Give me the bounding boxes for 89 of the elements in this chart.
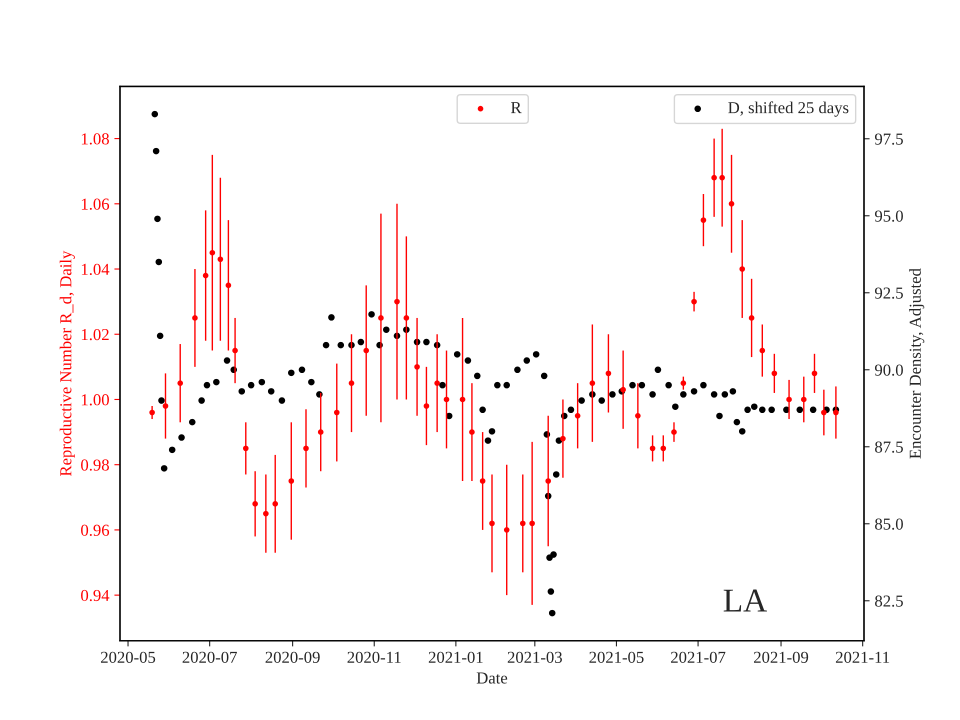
y-tick-label: 1.02	[82, 328, 109, 340]
y-tick-label: 0.94	[81, 590, 110, 602]
point	[177, 380, 183, 386]
point	[748, 315, 754, 321]
x-tick-label: 2020-09	[266, 652, 320, 663]
point	[529, 520, 535, 526]
y-tick-label: 0.96	[81, 524, 110, 536]
point	[520, 520, 526, 526]
point	[469, 429, 475, 435]
point	[444, 396, 450, 402]
point	[772, 370, 778, 376]
point	[210, 250, 216, 256]
point	[760, 348, 766, 354]
x-tick-label: 2020-11	[348, 652, 401, 663]
point	[574, 413, 580, 419]
x-tick-label: 2021-01	[428, 652, 483, 663]
point	[801, 396, 807, 402]
point	[460, 396, 466, 402]
legend-label: R	[511, 102, 522, 114]
y-tick-label: 1.00	[82, 394, 109, 406]
point	[192, 315, 198, 321]
x-tick-label: 2020-07	[182, 652, 237, 663]
point	[833, 410, 839, 416]
point	[480, 478, 486, 484]
point	[786, 396, 792, 402]
y2-tick-label: 82.5	[875, 595, 903, 607]
point	[434, 380, 440, 386]
y2-tick-label: 95.0	[874, 210, 903, 222]
point	[252, 501, 258, 507]
point	[590, 380, 596, 386]
point	[303, 446, 309, 452]
point	[149, 410, 155, 416]
point	[739, 266, 746, 272]
y-tick-label: 1.08	[82, 133, 109, 145]
x-tick-label: 2020-05	[100, 652, 156, 663]
point	[504, 527, 510, 533]
y2-tick-label: 87.5	[875, 441, 903, 453]
point	[263, 510, 269, 516]
x-tick-label: 2021-11	[836, 652, 890, 663]
point	[821, 410, 827, 416]
point	[318, 429, 324, 435]
point	[545, 478, 551, 484]
point	[711, 174, 717, 180]
y-tick-label: 1.04	[82, 264, 110, 276]
point	[226, 282, 232, 288]
point	[348, 380, 354, 386]
point	[560, 436, 566, 442]
point	[489, 520, 495, 526]
x-tick-label: 2021-07	[671, 652, 726, 663]
point	[424, 403, 430, 409]
annotation: LA	[724, 590, 767, 612]
point	[691, 298, 697, 304]
point	[680, 380, 686, 386]
point	[635, 413, 641, 419]
y2-tick-label: 92.5	[874, 288, 903, 299]
point	[812, 370, 818, 376]
y2-tick-label: 97.5	[874, 134, 903, 145]
point	[363, 348, 369, 354]
point	[218, 256, 224, 262]
y2-tick-label: 85.0	[875, 518, 903, 530]
point	[660, 446, 666, 452]
point	[728, 201, 734, 207]
point	[650, 446, 656, 452]
y-tick-label: 1.06	[82, 198, 110, 210]
point	[232, 348, 238, 354]
point	[272, 501, 278, 507]
x-axis-title: Date	[476, 672, 508, 684]
point	[700, 217, 706, 223]
point	[394, 298, 400, 304]
point	[719, 174, 725, 180]
point	[606, 370, 612, 376]
y-axis-title: Reproductive Number R_d, Daily	[60, 250, 75, 476]
point	[671, 429, 677, 435]
point	[378, 315, 384, 321]
y-tick-label: 0.98	[81, 459, 109, 471]
x-tick-label: 2021-05	[589, 652, 644, 663]
x-tick-label: 2021-09	[754, 652, 808, 663]
y2-tick-label: 90.0	[874, 364, 903, 376]
point	[334, 410, 340, 416]
point	[404, 315, 410, 321]
legend-label: D, shifted 25 days	[728, 101, 848, 117]
y2-axis-title: Encounter Density, Adjusted	[909, 268, 924, 459]
point	[288, 478, 294, 484]
point	[162, 403, 168, 409]
point	[414, 364, 420, 370]
point	[620, 386, 626, 392]
point	[202, 272, 208, 278]
x-tick-label: 2021-03	[508, 652, 562, 663]
point	[243, 446, 249, 452]
